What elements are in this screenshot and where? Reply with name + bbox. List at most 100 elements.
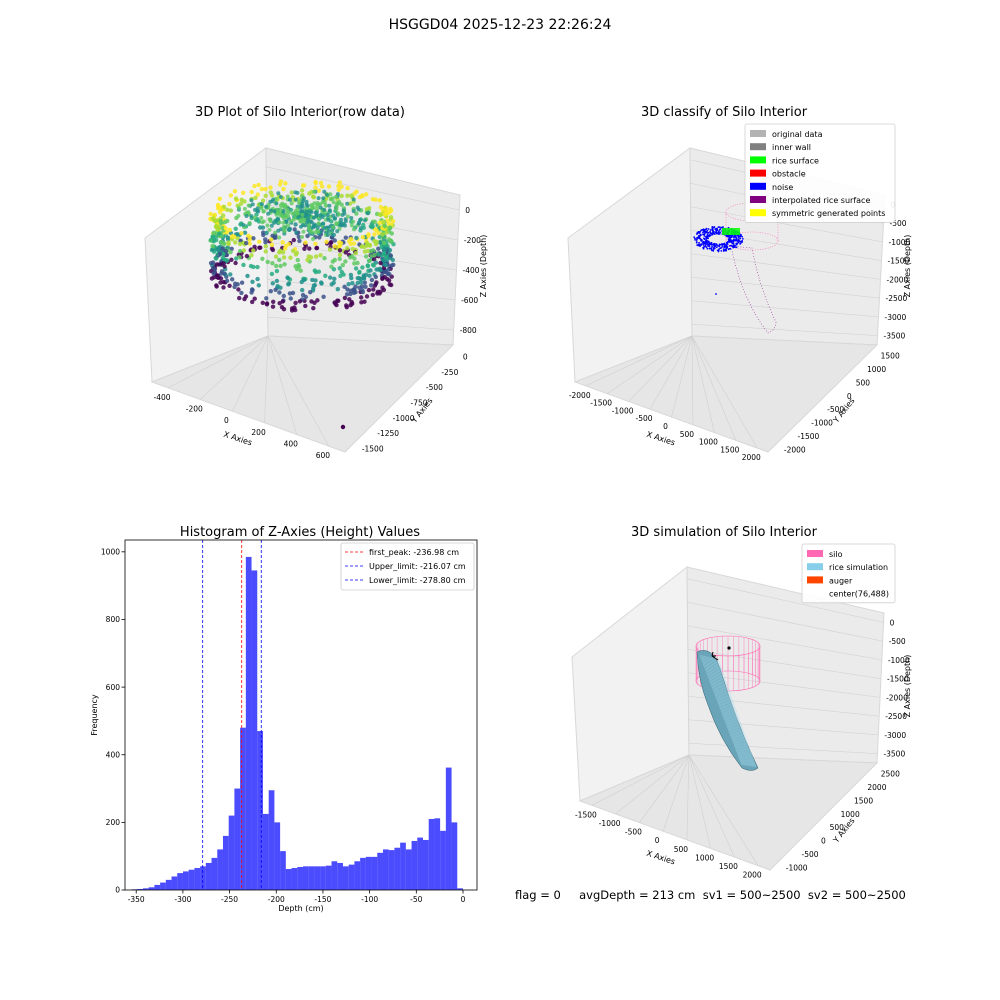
histogram-y-tick: 800 <box>106 615 121 624</box>
histogram-bar <box>251 570 258 890</box>
histogram-y-tick: 200 <box>106 818 121 827</box>
classify-x-tick: 500 <box>680 430 695 439</box>
histogram-legend-label: Upper_limit: -216.07 cm <box>369 562 466 571</box>
histogram-bar <box>222 835 229 890</box>
classify-legend-swatch <box>750 130 766 137</box>
histogram-bar <box>200 866 206 890</box>
simulation-legend-swatch <box>807 576 823 584</box>
classify-y-tick: -500 <box>827 405 844 414</box>
histogram-bar <box>457 888 463 890</box>
histogram-bar <box>394 847 401 890</box>
simulation-y-tick: -500 <box>802 850 819 859</box>
simulation-y-tick: 2500 <box>881 770 900 779</box>
histogram-bar <box>245 556 252 890</box>
raw-z-axis-label: Z Axies (Depth) <box>479 235 488 298</box>
classify-z-tick: -1500 <box>888 257 910 266</box>
classify-legend-swatch <box>750 209 766 217</box>
histogram-x-axis-label: Depth (cm) <box>278 904 323 913</box>
raw-y-tick: -750 <box>410 399 427 408</box>
raw-plot-title: 3D Plot of Silo Interior(row data) <box>195 105 405 120</box>
histogram-bar <box>148 887 155 890</box>
simulation-z-axis-label: Z Axies (Depth) <box>903 655 912 718</box>
simulation-z-tick: -2000 <box>886 693 908 702</box>
histogram-x-tick: -150 <box>314 895 331 904</box>
raw-y-tick: -250 <box>441 368 458 377</box>
simulation-legend-label: silo <box>829 550 843 559</box>
histogram-bar <box>377 852 383 890</box>
classify-y-tick: -1000 <box>811 419 833 428</box>
histogram-bar <box>417 837 423 890</box>
classify-x-tick: 1000 <box>699 438 718 447</box>
simulation-legend-label: center(76,488) <box>829 590 889 599</box>
classify-z-tick: -2000 <box>887 275 909 284</box>
histogram-legend-label: Lower_limit: -278.80 cm <box>369 576 466 585</box>
histogram-bar <box>388 850 395 890</box>
classify-x-tick: -1000 <box>612 406 634 415</box>
classify-z-tick: -3000 <box>885 313 907 322</box>
classified-point-cloud <box>693 202 779 334</box>
histogram-bar <box>308 866 315 890</box>
simulation-z-tick: -500 <box>889 637 906 646</box>
histogram-bar <box>405 849 412 890</box>
histogram-bar <box>314 866 321 890</box>
simulation-y-tick: 500 <box>830 823 845 832</box>
histogram-bar <box>400 842 406 890</box>
histogram-bar <box>411 840 418 890</box>
classify-z-tick: -500 <box>890 219 907 228</box>
depth-histogram: Histogram of Z-Axies (Height) Values -35… <box>90 525 478 913</box>
simulation-legend-swatch <box>807 563 823 571</box>
raw-point-cloud <box>208 179 396 313</box>
simulation-legend: silo rice simulation auger center(76,488) <box>801 543 896 604</box>
histogram-bar <box>365 856 372 890</box>
histogram-bar <box>234 788 241 890</box>
histogram-bar <box>422 839 429 890</box>
simulation-y-tick: 1500 <box>854 796 873 805</box>
classify-x-tick: 2000 <box>742 453 761 462</box>
raw-z-tick: -800 <box>460 326 477 335</box>
classify-legend-swatch <box>750 182 766 190</box>
raw-outlier-point <box>340 424 346 430</box>
classify-y-tick: 0 <box>847 392 852 401</box>
simulation-y-tick: -1000 <box>786 863 808 872</box>
histogram-bar <box>188 869 195 890</box>
classify-legend: original data inner wall rice surface obsta… <box>744 123 896 223</box>
simulation-z-tick: -1500 <box>887 675 909 684</box>
histogram-bar <box>382 849 389 890</box>
simulation-z-tick: 0 <box>890 618 895 627</box>
histogram-x-tick: -200 <box>268 895 285 904</box>
simulation-3d-plot: 3D simulation of Silo Interior -1500-100… <box>571 525 912 880</box>
histogram-bar <box>154 884 161 890</box>
classify-y-tick: 1500 <box>881 352 900 361</box>
classify-z-axis-label: Z Axies (Depth) <box>903 235 912 298</box>
classify-legend-label: symmetric generated points <box>772 209 885 218</box>
classify-z-tick: -3500 <box>884 332 906 341</box>
histogram-bar <box>440 830 446 890</box>
simulation-x-tick: 500 <box>674 845 689 854</box>
classify-y-tick: 1000 <box>867 365 886 374</box>
histogram-title: Histogram of Z-Axies (Height) Values <box>180 525 420 540</box>
histogram-bar <box>291 868 298 890</box>
histogram-legend-label: first_peak: -236.98 cm <box>369 548 459 557</box>
histogram-bar <box>342 866 349 890</box>
histogram-bar <box>137 888 143 890</box>
classify-legend-label: interpolated rice surface <box>772 196 870 205</box>
classify-legend-swatch <box>750 169 766 177</box>
classify-legend-label: noise <box>772 183 793 192</box>
histogram-bar <box>165 879 172 890</box>
histogram-bar <box>177 873 183 890</box>
histogram-bar <box>285 869 292 890</box>
histogram-bar <box>302 866 309 890</box>
raw-z-tick: -600 <box>461 296 478 305</box>
raw-y-tick: -1500 <box>362 444 384 453</box>
raw-y-tick: -1000 <box>393 414 415 423</box>
raw-x-tick: -400 <box>154 393 171 402</box>
histogram-bar <box>257 731 263 890</box>
classify-legend-label: inner wall <box>772 143 811 152</box>
histogram-bar <box>434 818 441 890</box>
histogram-bar <box>194 868 201 890</box>
raw-x-tick: 600 <box>316 451 331 460</box>
histogram-bar <box>348 864 355 890</box>
classify-legend-label: rice surface <box>772 156 819 165</box>
histogram-x-tick: -250 <box>221 895 238 904</box>
raw-z-tick: -400 <box>463 266 480 275</box>
